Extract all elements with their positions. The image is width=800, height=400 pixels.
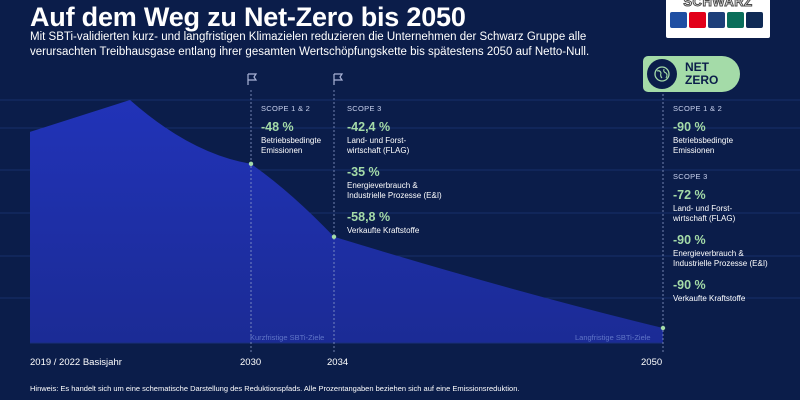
net-zero-label: NET ZERO bbox=[685, 60, 719, 87]
target-label: Verkaufte Kraftstoffe bbox=[673, 294, 746, 303]
milestone-point-2050 bbox=[660, 325, 666, 331]
x-tick-label: 2030 bbox=[240, 357, 262, 368]
short-term-annotation: Kurzfristige SBTi-Ziele bbox=[250, 333, 325, 342]
milestone-lines bbox=[250, 90, 664, 352]
page-title: Auf dem Weg zu Net-Zero bis 2050 bbox=[30, 2, 466, 32]
globe-icon bbox=[647, 59, 677, 89]
scope-label: SCOPE 3 bbox=[347, 104, 382, 113]
milestone-2030-targets: SCOPE 1 & 2 -48 % Betriebsbedingte Emiss… bbox=[261, 104, 339, 156]
scope-label: SCOPE 1 & 2 bbox=[673, 104, 723, 113]
footnote: Hinweis: Es handelt sich um eine schemat… bbox=[30, 384, 520, 393]
target-value: -90 % bbox=[673, 120, 706, 134]
milestone-dots bbox=[248, 161, 666, 331]
target-value: -90 % bbox=[673, 278, 706, 292]
target-label: Land- und Forst- wirtschaft (FLAG) bbox=[347, 136, 410, 155]
page-subtitle: Mit SBTi-validierten kurz- und langfrist… bbox=[30, 31, 590, 58]
schwarz-digits-logo bbox=[746, 12, 763, 28]
flag-icon bbox=[333, 73, 344, 85]
flag-icon bbox=[247, 73, 258, 85]
scope-label: SCOPE 3 bbox=[673, 172, 708, 181]
brand-badges bbox=[670, 12, 766, 28]
target-label: Energieverbrauch & Industrielle Prozesse… bbox=[347, 181, 442, 200]
milestone-point-2030 bbox=[248, 161, 254, 167]
logo-wordmark: SCHWARZ bbox=[683, 0, 753, 10]
long-term-annotation: Langfristige SBTi-Ziele bbox=[575, 333, 651, 342]
prezero-logo bbox=[727, 12, 744, 28]
x-tick-label: 2050 bbox=[641, 357, 663, 368]
schwarz-logo: SCHWARZ bbox=[666, 0, 770, 38]
milestone-point-2034 bbox=[331, 234, 337, 239]
target-label: Land- und Forst- wirtschaft (FLAG) bbox=[673, 204, 736, 223]
milestone-2034-targets: SCOPE 3 -42,4 % Land- und Forst- wirtsch… bbox=[347, 104, 457, 236]
milestone-2050-targets: SCOPE 1 & 2 -90 % Betriebsbedingte Emiss… bbox=[673, 104, 783, 304]
x-tick-label: 2034 bbox=[327, 357, 349, 368]
target-value: -58,8 % bbox=[347, 210, 391, 224]
target-value: -42,4 % bbox=[347, 120, 391, 134]
kaufland-logo bbox=[689, 12, 706, 28]
net-zero-badge: NET ZERO bbox=[643, 56, 740, 92]
target-value: -48 % bbox=[261, 120, 294, 134]
schwarz-produktion-logo bbox=[708, 12, 725, 28]
target-label: Betriebsbedingte Emissionen bbox=[673, 136, 734, 155]
target-label: Betriebsbedingte Emissionen bbox=[261, 136, 322, 155]
target-value: -72 % bbox=[673, 188, 706, 202]
x-tick-label: 2019 / 2022 Basisjahr bbox=[30, 357, 122, 368]
emission-area bbox=[30, 100, 663, 343]
target-label: Verkaufte Kraftstoffe bbox=[347, 226, 420, 235]
lidl-logo bbox=[670, 12, 687, 28]
scope-label: SCOPE 1 & 2 bbox=[261, 104, 311, 113]
target-label: Energieverbrauch & Industrielle Prozesse… bbox=[673, 249, 768, 268]
target-value: -90 % bbox=[673, 233, 706, 247]
target-value: -35 % bbox=[347, 165, 380, 179]
